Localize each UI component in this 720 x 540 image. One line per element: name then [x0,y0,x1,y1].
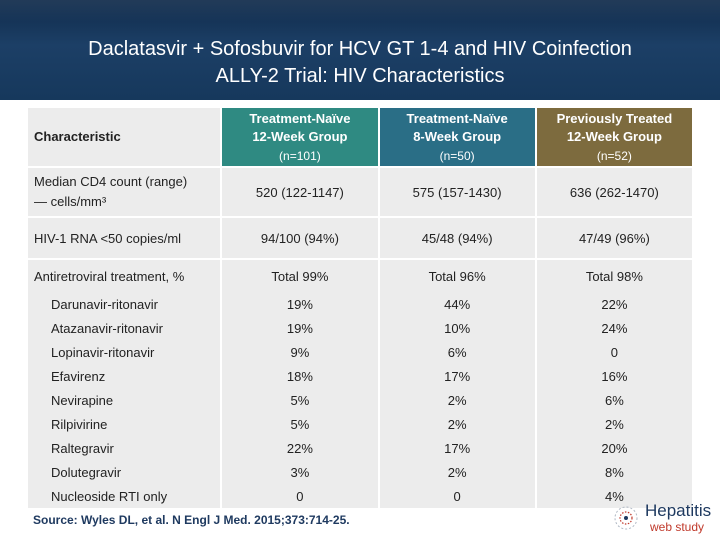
cell-value: Total 99% [220,258,378,292]
header-tn-8-week: Treatment-Naïve 8-Week Group (n=50) [377,108,535,166]
header-pt-12-week: Previously Treated 12-Week Group (n=52) [534,108,692,166]
cell-value: 44% [377,292,535,316]
row-label: Nevirapine [28,388,221,412]
cell-value: 9% [220,340,378,364]
cell-value: 18% [220,364,378,388]
table-row: Nevirapine 5% 2% 6% [28,388,692,412]
row-label: Dolutegravir [28,460,221,484]
logo-text-sub: web study [650,520,705,534]
row-label: Raltegravir [28,436,221,460]
table-row: Raltegravir 22% 17% 20% [28,436,692,460]
header-shine [0,0,720,22]
cell-value: 5% [220,388,378,412]
header-col3-line2: 12-Week Group [566,128,662,144]
cell-value: 6% [377,340,535,364]
source-citation: Source: Wyles DL, et al. N Engl J Med. 2… [33,513,350,527]
header-col2-line1: Treatment-Naïve [406,110,508,126]
table-row: Darunavir-ritonavir 19% 44% 22% [28,292,692,316]
row-label: Darunavir-ritonavir [28,292,221,316]
cell-value: 19% [220,292,378,316]
hepatitis-logo: Hepatitis web study [612,500,716,536]
hepatitis-logo-icon [614,506,638,530]
header-col2-n: (n=50) [439,148,475,163]
cell-value: 47/49 (96%) [534,216,692,258]
cell-value: 6% [534,388,692,412]
title-line-2: ALLY-2 Trial: HIV Characteristics [215,65,505,87]
cell-value: 22% [534,292,692,316]
slide-header: Daclatasvir + Sofosbuvir for HCV GT 1-4 … [0,0,720,100]
cell-value: 24% [534,316,692,340]
table-row: Median CD4 count (range) — cells/mm³ 520… [28,166,692,216]
row-label: Median CD4 count (range) — cells/mm³ [28,166,221,216]
cell-value: 4% [534,484,692,508]
cell-value: 45/48 (94%) [377,216,535,258]
cell-value: 17% [377,436,535,460]
cell-value: 520 (122-1147) [220,166,378,216]
cell-value: 575 (157-1430) [377,166,535,216]
table-row: Antiretroviral treatment, % Total 99% To… [28,258,692,292]
characteristics-table: Characteristic Treatment-Naïve 12-Week G… [28,108,692,508]
cell-value: 0 [377,484,535,508]
row-label-line2: — cells/mm³ [34,194,107,209]
row-label: Lopinavir-ritonavir [28,340,221,364]
row-label: Efavirenz [28,364,221,388]
cell-value: 0 [220,484,378,508]
cell-value: Total 98% [534,258,692,292]
cell-value: 20% [534,436,692,460]
logo-text-main: Hepatitis [645,501,712,520]
title-line-1: Daclatasvir + Sofosbuvir for HCV GT 1-4 … [88,38,632,60]
cell-value: Total 96% [377,258,535,292]
header-col2-line2: 8-Week Group [413,128,502,144]
slide-title: Daclatasvir + Sofosbuvir for HCV GT 1-4 … [10,36,710,90]
row-label: HIV-1 RNA <50 copies/ml [28,216,221,258]
table-row: Lopinavir-ritonavir 9% 6% 0 [28,340,692,364]
table-row: Dolutegravir 3% 2% 8% [28,460,692,484]
cell-value: 2% [377,412,535,436]
cell-value: 2% [534,412,692,436]
row-label: Atazanavir-ritonavir [28,316,221,340]
header-col1-n: (n=101) [279,148,321,163]
table-row: Atazanavir-ritonavir 19% 10% 24% [28,316,692,340]
cell-value: 17% [377,364,535,388]
row-label-line1: Median CD4 count (range) [34,174,188,189]
cell-value: 3% [220,460,378,484]
row-label: Nucleoside RTI only [28,484,221,508]
cell-value: 2% [377,460,535,484]
header-col1-line1: Treatment-Naïve [249,110,351,126]
cell-value: 94/100 (94%) [220,216,378,258]
row-label: Antiretroviral treatment, % [28,258,221,292]
cell-value: 22% [220,436,378,460]
header-col3-line1: Previously Treated [556,110,673,126]
cell-value: 5% [220,412,378,436]
cell-value: 8% [534,460,692,484]
cell-value: 2% [377,388,535,412]
header-col1-line2: 12-Week Group [252,128,348,144]
table-row: Efavirenz 18% 17% 16% [28,364,692,388]
header-tn-12-week: Treatment-Naïve 12-Week Group (n=101) [220,108,378,166]
table-row: Nucleoside RTI only 0 0 4% [28,484,692,508]
cell-value: 16% [534,364,692,388]
header-col3-n: (n=52) [596,148,632,163]
table-row: HIV-1 RNA <50 copies/ml 94/100 (94%) 45/… [28,216,692,258]
cell-value: 19% [220,316,378,340]
row-label: Rilpivirine [28,412,221,436]
cell-value: 10% [377,316,535,340]
cell-value: 636 (262-1470) [534,166,692,216]
cell-value: 0 [534,340,692,364]
table-row: Rilpivirine 5% 2% 2% [28,412,692,436]
header-characteristic: Characteristic [28,108,221,166]
